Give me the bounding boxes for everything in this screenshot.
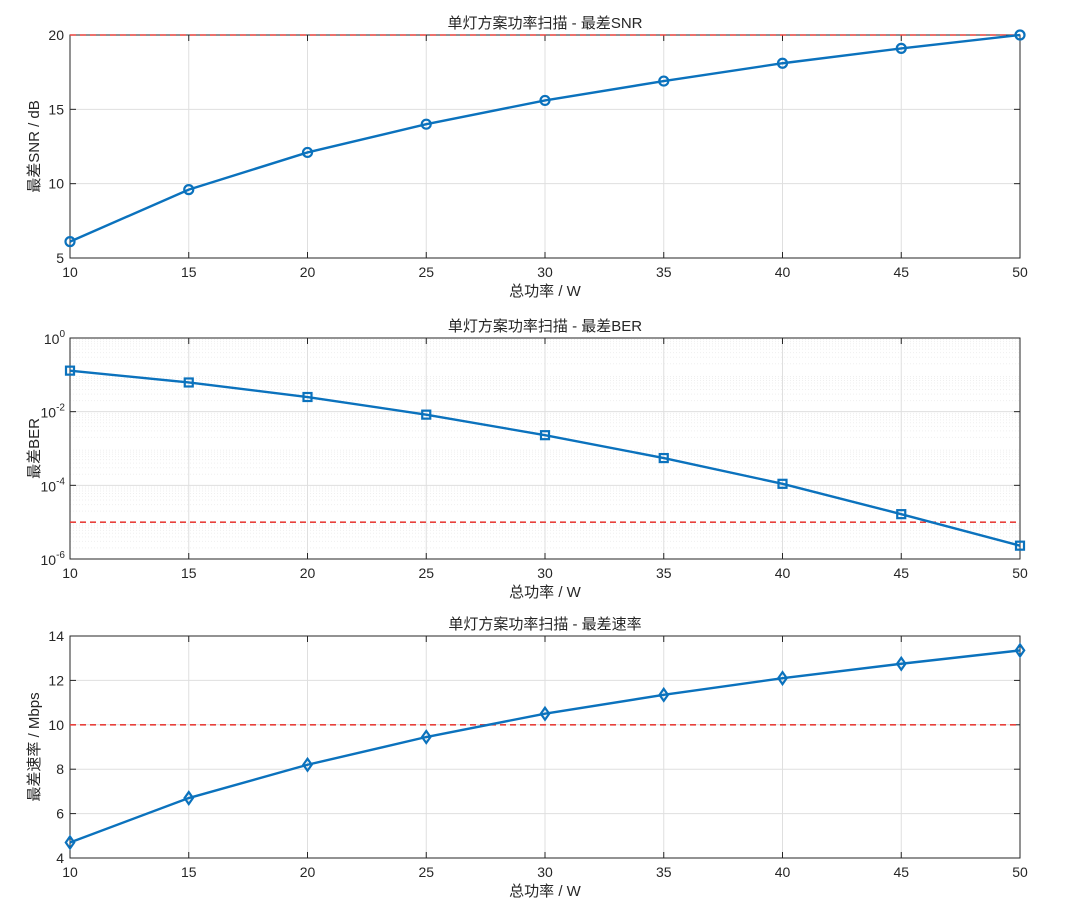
chart-title: 单灯方案功率扫描 - 最差BER: [448, 317, 642, 335]
x-tick-label: 30: [537, 565, 553, 581]
data-point: [1014, 642, 1026, 659]
x-axis-label: 总功率 / W: [509, 883, 582, 900]
series-line: [69, 649, 1021, 844]
chart-panel-2: 10 15 20 25 30 35 40 45 50 10-6 10-4 10-2 100 单灯方案功率扫…: [26, 317, 1028, 601]
y-tick-label: 10: [48, 717, 64, 733]
data-point: [421, 409, 432, 420]
data-point: [1014, 29, 1026, 41]
x-tick-label: 10: [62, 565, 78, 581]
x-tick-label: 40: [775, 565, 791, 581]
data-point: [896, 509, 907, 520]
y-tick-label: 10-6: [41, 550, 66, 568]
x-tick-label: 10: [62, 864, 78, 880]
x-axis-label: 总功率 / W: [509, 584, 582, 601]
data-point: [658, 452, 669, 464]
x-tick-label: 35: [656, 264, 672, 280]
data-point: [658, 75, 670, 87]
data-point: [539, 705, 551, 722]
chart-title: 单灯方案功率扫描 - 最差速率: [448, 615, 641, 633]
y-tick-label: 6: [56, 806, 64, 822]
y-tick-label: 15: [48, 101, 64, 117]
x-tick-label: 45: [893, 864, 909, 880]
x-tick-label: 50: [1012, 264, 1028, 280]
data-point: [895, 42, 907, 54]
data-point: [183, 184, 195, 196]
x-tick-label: 45: [893, 264, 909, 280]
y-axis-label: 最差BER: [26, 418, 43, 479]
x-tick-label: 25: [418, 864, 434, 880]
y-tick-label: 8: [56, 761, 64, 777]
data-point: [420, 118, 432, 130]
y-tick-label: 12: [48, 672, 64, 688]
x-tick-label: 35: [656, 565, 672, 581]
x-tick-label: 20: [300, 565, 316, 581]
y-tick-label: 5: [56, 250, 64, 266]
data-point: [658, 686, 670, 703]
y-tick-label: 20: [48, 27, 64, 43]
x-axis-label: 总功率 / W: [509, 283, 582, 300]
chart-title: 单灯方案功率扫描 - 最差SNR: [447, 14, 642, 32]
series-line: [69, 33, 1021, 243]
x-tick-label: 15: [181, 264, 197, 280]
x-tick-label: 50: [1012, 864, 1028, 880]
data-point: [539, 430, 551, 441]
x-tick-label: 20: [300, 864, 316, 880]
y-tick-label: 14: [48, 628, 64, 644]
data-point: [301, 756, 314, 773]
y-axis-label: 最差SNR / dB: [26, 100, 43, 193]
y-tick-label: 10-2: [41, 403, 66, 421]
data-point: [777, 478, 788, 489]
y-tick-label: 10: [48, 176, 64, 192]
x-tick-label: 30: [537, 264, 553, 280]
x-tick-label: 40: [775, 864, 791, 880]
data-point: [539, 94, 551, 107]
chart-panel-3: 10 15 20 25 30 35 40 45 50 4 6 8 10 12 14 单灯方案功率扫描 - 最差…: [26, 615, 1028, 900]
x-tick-label: 40: [775, 264, 791, 280]
x-tick-label: 45: [893, 565, 909, 581]
data-point: [64, 365, 76, 376]
x-tick-label: 25: [418, 264, 434, 280]
data-point: [64, 236, 76, 248]
y-tick-label: 100: [44, 329, 66, 347]
data-point: [776, 57, 789, 69]
x-tick-label: 10: [62, 264, 78, 280]
x-tick-label: 25: [418, 565, 434, 581]
data-point: [302, 391, 313, 403]
data-point: [183, 790, 195, 806]
y-tick-label: 4: [56, 850, 64, 866]
y-axis-label: 最差速率 / Mbps: [26, 692, 43, 801]
x-tick-label: 20: [300, 264, 316, 280]
data-point: [301, 146, 314, 159]
x-tick-label: 30: [537, 864, 553, 880]
x-tick-label: 35: [656, 864, 672, 880]
series-line: [69, 369, 1021, 547]
data-point: [776, 670, 789, 687]
y-tick-label: 10-4: [41, 476, 66, 494]
data-point: [64, 834, 76, 851]
data-point: [420, 729, 432, 745]
x-tick-label: 50: [1012, 565, 1028, 581]
data-point: [1014, 540, 1026, 551]
data-point: [183, 377, 194, 388]
x-tick-label: 15: [181, 864, 197, 880]
data-point: [895, 655, 907, 672]
x-tick-label: 15: [181, 565, 197, 581]
